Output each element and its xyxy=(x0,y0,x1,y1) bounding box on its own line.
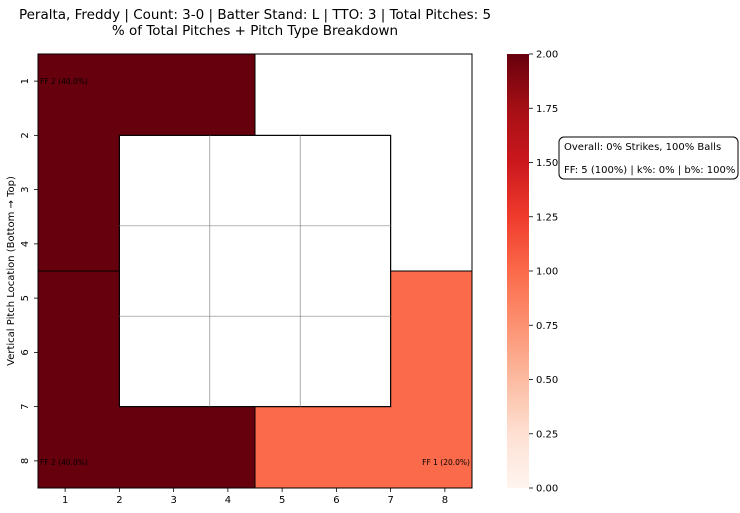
y-tick-label-7: 7 xyxy=(20,403,31,409)
chart-title-line1: Peralta, Freddy | Count: 3-0 | Batter St… xyxy=(19,7,491,23)
colorbar-tick-label-4: 1.00 xyxy=(536,267,558,278)
zone-label-1: FF 2 (40.0%) xyxy=(40,77,88,86)
colorbar-tick-label-5: 1.25 xyxy=(536,212,558,223)
colorbar-tick-label-7: 1.75 xyxy=(536,104,558,115)
colorbar: 0.00 0.25 0.50 0.75 1.00 1.25 1.50 1.75 2.00 xyxy=(507,50,558,495)
x-tick-label-4: 4 xyxy=(225,495,231,506)
chart-title-line2: % of Total Pitches + Pitch Type Breakdow… xyxy=(112,23,398,39)
annotation-line2: FF: 5 (100%) | k%: 0% | b%: 100% xyxy=(564,165,735,176)
strike-zone-box xyxy=(118,134,392,408)
x-tick-label-3: 3 xyxy=(170,495,176,506)
x-tick-label-7: 7 xyxy=(387,495,393,506)
colorbar-tick-label-6: 1.50 xyxy=(536,158,558,169)
x-tick-label-8: 8 xyxy=(442,495,448,506)
colorbar-tick-label-3: 0.75 xyxy=(536,321,558,332)
y-tick-label-6: 6 xyxy=(20,349,31,355)
x-tick-label-2: 2 xyxy=(116,495,122,506)
colorbar-tick-label-2: 0.50 xyxy=(536,375,558,386)
annotation-line1: Overall: 0% Strikes, 100% Balls xyxy=(564,142,721,153)
y-tick-label-3: 3 xyxy=(20,186,31,192)
y-axis: 1 2 3 4 5 6 7 8 xyxy=(20,78,38,464)
zone-label-3: FF 2 (40.0%) xyxy=(40,458,88,467)
y-axis-label: Vertical Pitch Location (Bottom → Top) xyxy=(6,176,17,366)
y-tick-label-5: 5 xyxy=(20,295,31,301)
heatmap-plot-area: FF 2 (40.0%) FF 2 (40.0%) FF 1 (20.0%) xyxy=(37,53,473,489)
y-tick-label-4: 4 xyxy=(20,241,31,247)
zone-label-4: FF 1 (20.0%) xyxy=(422,458,470,467)
colorbar-tick-label-0: 0.00 xyxy=(536,484,558,495)
colorbar-gradient xyxy=(507,54,529,488)
x-axis: 1 2 3 4 5 6 7 8 xyxy=(62,488,448,506)
colorbar-tick-label-8: 2.00 xyxy=(536,50,558,61)
x-tick-label-1: 1 xyxy=(62,495,68,506)
y-tick-label-2: 2 xyxy=(20,132,31,138)
summary-annotation: Overall: 0% Strikes, 100% Balls FF: 5 (1… xyxy=(558,136,739,180)
y-tick-label-8: 8 xyxy=(20,458,31,464)
x-tick-label-5: 5 xyxy=(279,495,285,506)
annotation-box xyxy=(558,136,739,180)
colorbar-tick-label-1: 0.25 xyxy=(536,429,558,440)
x-tick-label-6: 6 xyxy=(333,495,339,506)
y-tick-label-1: 1 xyxy=(20,78,31,84)
